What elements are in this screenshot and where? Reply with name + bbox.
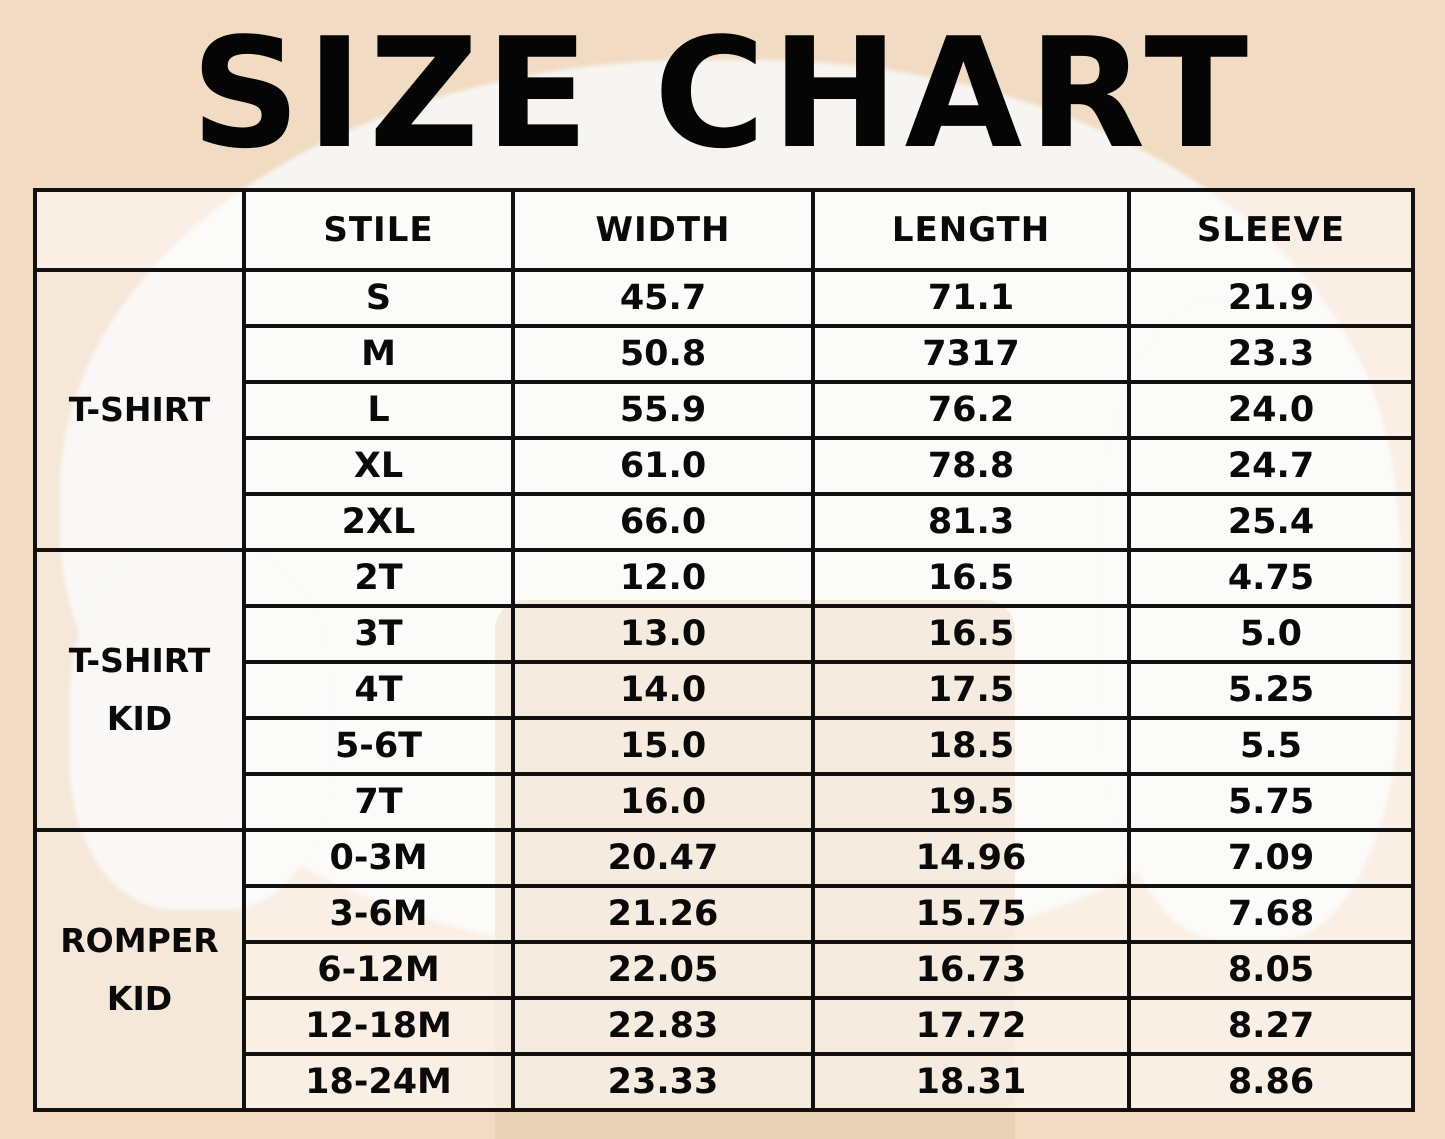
- size-cell: 7T: [242, 772, 515, 832]
- sleeve-cell: 4.75: [1127, 548, 1415, 608]
- width-cell: 14.0: [511, 660, 815, 720]
- length-cell: 19.5: [811, 772, 1131, 832]
- size-cell: 2T: [242, 548, 515, 608]
- length-cell: 15.75: [811, 884, 1131, 944]
- length-cell: 16.5: [811, 604, 1131, 664]
- sleeve-cell: 7.09: [1127, 828, 1415, 888]
- length-cell: 78.8: [811, 436, 1131, 496]
- size-cell: XL: [242, 436, 515, 496]
- size-cell: 18-24M: [242, 1052, 515, 1112]
- size-cell: 6-12M: [242, 940, 515, 1000]
- table-row: T-SHIRT S 45.7 71.1 21.9: [33, 268, 1415, 552]
- width-cell: 23.33: [511, 1052, 815, 1112]
- sleeve-cell: 7.68: [1127, 884, 1415, 944]
- sleeve-cell: 8.27: [1127, 996, 1415, 1056]
- column-header-width: WIDTH: [511, 188, 815, 272]
- length-cell: 17.72: [811, 996, 1131, 1056]
- size-cell: S: [242, 268, 515, 328]
- column-header-stile: STILE: [242, 188, 515, 272]
- table-row: 6-12M 22.05 16.73 8.05: [35, 940, 1415, 1000]
- sleeve-cell: 25.4: [1127, 492, 1415, 552]
- length-cell: 18.5: [811, 716, 1131, 776]
- width-cell: 66.0: [511, 492, 815, 552]
- width-cell: 16.0: [511, 772, 815, 832]
- width-cell: 12.0: [511, 548, 815, 608]
- table-row: M 50.8 7317 23.3: [35, 324, 1415, 384]
- table-row: 18-24M 23.33 18.31 8.86: [35, 1052, 1415, 1112]
- length-cell: 81.3: [811, 492, 1131, 552]
- width-cell: 61.0: [511, 436, 815, 496]
- sleeve-cell: 8.86: [1127, 1052, 1415, 1112]
- category-cell: T-SHIRT KID: [33, 548, 246, 832]
- table-row: 2XL 66.0 81.3 25.4: [35, 492, 1415, 552]
- sleeve-cell: 21.9: [1127, 268, 1415, 328]
- category-cell: T-SHIRT: [33, 268, 246, 552]
- table-row: 12-18M 22.83 17.72 8.27: [35, 996, 1415, 1056]
- table-row: 3-6M 21.26 15.75 7.68: [35, 884, 1415, 944]
- size-cell: 2XL: [242, 492, 515, 552]
- width-cell: 55.9: [511, 380, 815, 440]
- width-cell: 20.47: [511, 828, 815, 888]
- length-cell: 7317: [811, 324, 1131, 384]
- column-header-blank: [33, 188, 246, 272]
- size-cell: 0-3M: [242, 828, 515, 888]
- column-header-sleeve: SLEEVE: [1127, 188, 1415, 272]
- size-cell: L: [242, 380, 515, 440]
- page-title: SIZE CHART: [190, 5, 1255, 182]
- width-cell: 45.7: [511, 268, 815, 328]
- width-cell: 13.0: [511, 604, 815, 664]
- width-cell: 22.83: [511, 996, 815, 1056]
- width-cell: 15.0: [511, 716, 815, 776]
- category-cell: ROMPER KID: [33, 828, 246, 1112]
- table-row: 3T 13.0 16.5 5.0: [35, 604, 1415, 664]
- length-cell: 18.31: [811, 1052, 1131, 1112]
- sleeve-cell: 23.3: [1127, 324, 1415, 384]
- size-cell: 12-18M: [242, 996, 515, 1056]
- sleeve-cell: 5.75: [1127, 772, 1415, 832]
- size-cell: 5-6T: [242, 716, 515, 776]
- width-cell: 21.26: [511, 884, 815, 944]
- size-cell: M: [242, 324, 515, 384]
- length-cell: 17.5: [811, 660, 1131, 720]
- sleeve-cell: 5.25: [1127, 660, 1415, 720]
- length-cell: 14.96: [811, 828, 1131, 888]
- sleeve-cell: 5.0: [1127, 604, 1415, 664]
- table-row: 5-6T 15.0 18.5 5.5: [35, 716, 1415, 776]
- sleeve-cell: 5.5: [1127, 716, 1415, 776]
- size-cell: 3T: [242, 604, 515, 664]
- size-table: STILE WIDTH LENGTH SLEEVE T-SHIRT S 45.7 71.1 2…: [33, 188, 1415, 1112]
- table-row: 7T 16.0 19.5 5.75: [35, 772, 1415, 832]
- table-row: XL 61.0 78.8 24.7: [35, 436, 1415, 496]
- table-row: T-SHIRT KID 2T 12.0 16.5 4.75: [33, 548, 1415, 832]
- length-cell: 76.2: [811, 380, 1131, 440]
- table-row: 4T 14.0 17.5 5.25: [35, 660, 1415, 720]
- header-row: STILE WIDTH LENGTH SLEEVE: [33, 188, 1415, 272]
- sleeve-cell: 24.7: [1127, 436, 1415, 496]
- column-header-length: LENGTH: [811, 188, 1131, 272]
- width-cell: 50.8: [511, 324, 815, 384]
- length-cell: 16.5: [811, 548, 1131, 608]
- table-row: L 55.9 76.2 24.0: [35, 380, 1415, 440]
- sleeve-cell: 24.0: [1127, 380, 1415, 440]
- size-cell: 3-6M: [242, 884, 515, 944]
- length-cell: 16.73: [811, 940, 1131, 1000]
- length-cell: 71.1: [811, 268, 1131, 328]
- table-row: ROMPER KID 0-3M 20.47 14.96 7.09: [33, 828, 1415, 1112]
- sleeve-cell: 8.05: [1127, 940, 1415, 1000]
- size-cell: 4T: [242, 660, 515, 720]
- width-cell: 22.05: [511, 940, 815, 1000]
